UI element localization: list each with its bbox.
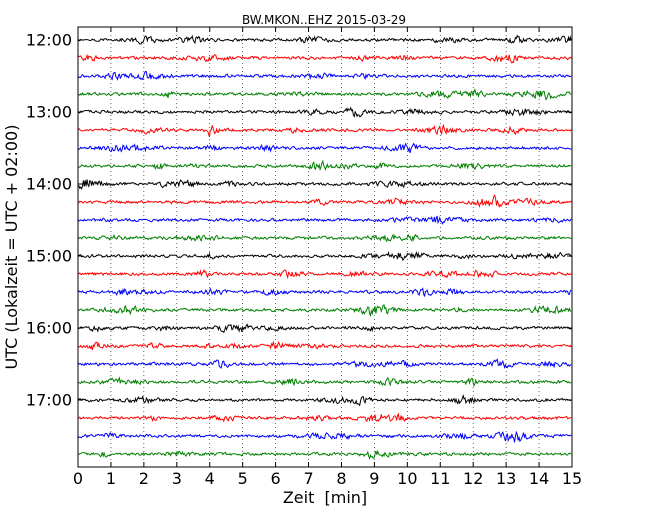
x-tick-label: 15 [562, 469, 582, 488]
y-tick-label: 13:00 [26, 103, 72, 122]
y-tick-label: 12:00 [26, 31, 72, 50]
x-tick-label: 11 [430, 469, 450, 488]
trace-1315 [77, 123, 572, 138]
trace-1730 [77, 430, 572, 443]
trace-1430 [77, 215, 572, 225]
trace-1230 [77, 70, 572, 81]
trace-1330 [77, 142, 572, 154]
trace-1530 [77, 287, 572, 297]
trace-1200 [77, 34, 572, 45]
trace-1445 [77, 233, 572, 243]
trace-1700 [77, 394, 572, 407]
y-tick-label: 14:00 [26, 175, 72, 194]
plot-frame [77, 26, 573, 468]
x-axis-ticks: 0 1 2 3 4 5 6 7 8 9 10 11 12 13 14 15 [73, 27, 582, 488]
trace-1600 [77, 323, 572, 334]
chart-title: BW.MKON..EHZ 2015-03-29 [242, 13, 406, 27]
trace-1215 [77, 53, 572, 64]
trace-1515 [77, 268, 572, 280]
x-tick-label: 4 [205, 469, 215, 488]
trace-1300 [77, 106, 572, 118]
x-tick-label: 5 [238, 469, 248, 488]
trace-1500 [77, 251, 572, 262]
trace-1745 [77, 449, 572, 460]
seismic-traces [77, 34, 572, 460]
y-tick-label: 17:00 [26, 391, 72, 410]
trace-1400 [77, 178, 572, 190]
x-tick-label: 10 [397, 469, 417, 488]
x-tick-label: 7 [303, 469, 313, 488]
trace-1715 [77, 412, 572, 423]
x-tick-label: 12 [463, 469, 483, 488]
x-tick-label: 6 [271, 469, 281, 488]
y-axis-ticks: 12:00 13:00 14:00 15:00 16:00 17:00 [26, 31, 572, 410]
x-tick-label: 8 [336, 469, 346, 488]
x-tick-label: 1 [106, 469, 116, 488]
x-tick-label: 14 [529, 469, 549, 488]
trace-1415 [77, 194, 572, 208]
x-tick-label: 0 [73, 469, 83, 488]
y-axis-label: UTC (Lokalzeit = UTC + 02:00) [2, 125, 21, 370]
x-tick-label: 13 [496, 469, 516, 488]
x-tick-label: 2 [139, 469, 149, 488]
trace-1645 [77, 376, 572, 388]
trace-1245 [77, 88, 572, 101]
x-gridlines [110, 27, 540, 467]
x-tick-label: 3 [172, 469, 182, 488]
trace-1345 [77, 159, 572, 172]
x-axis-label: Zeit [min] [283, 488, 367, 507]
y-tick-label: 16:00 [26, 319, 72, 338]
y-tick-label: 15:00 [26, 247, 72, 266]
trace-1630 [77, 358, 572, 370]
trace-1615 [77, 340, 572, 351]
x-tick-label: 9 [369, 469, 379, 488]
trace-1545 [77, 304, 572, 317]
